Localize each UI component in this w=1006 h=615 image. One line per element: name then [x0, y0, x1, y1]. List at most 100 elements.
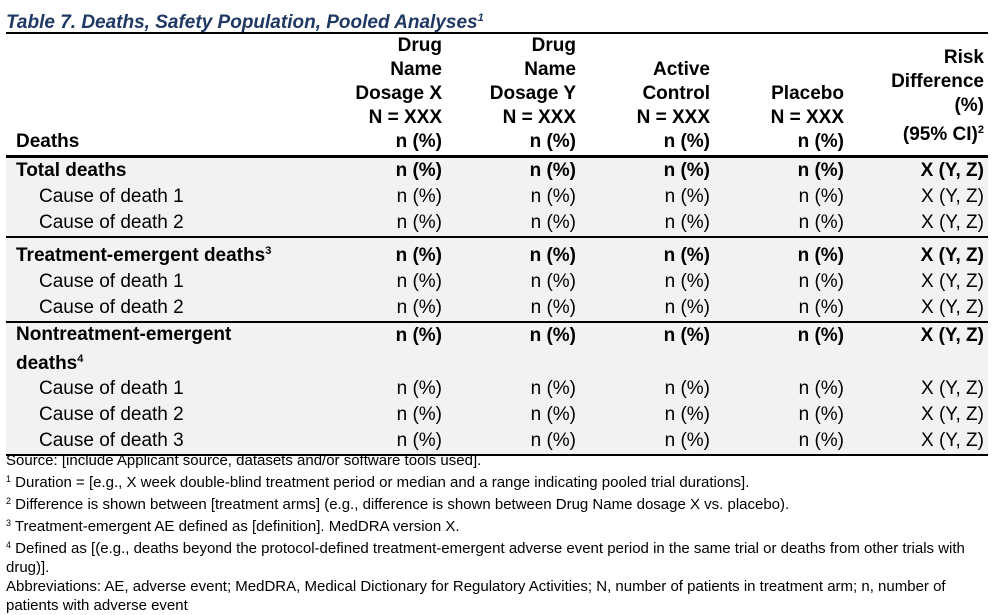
cell: n (%) [336, 321, 446, 376]
abbreviations-note: Abbreviations: AE, adverse event; MedDRA… [6, 578, 946, 614]
cell: n (%) [530, 186, 576, 207]
footnote-3: 3 Treatment-emergent AE defined as [defi… [6, 514, 996, 536]
cell: n (%) [714, 236, 848, 269]
deaths-table: Deaths Drug Name Dosage X N = XXX n (%) … [6, 32, 988, 456]
header-dosage-y: Drug Name Dosage Y N = XXX n (%) [446, 32, 580, 158]
footnote-1: 1 Duration = [e.g., X week double-blind … [6, 470, 996, 492]
header-line: Drug [531, 35, 576, 56]
row-label: Cause of death 3 [6, 428, 336, 456]
row-label: Cause of death 2 [39, 212, 184, 233]
group-treatment-emergent-deaths: Treatment-emergent deaths3 n (%) n (%) n… [6, 236, 988, 322]
header-line: Dosage X [355, 83, 442, 104]
cell: n (%) [395, 160, 442, 181]
cell: n (%) [798, 271, 844, 292]
cell: n (%) [336, 236, 446, 269]
row-label: Cause of death 2 [39, 297, 184, 318]
cell: n (%) [664, 186, 710, 207]
cell: n (%) [580, 236, 714, 269]
header-line: Difference [891, 71, 984, 92]
cell: X (Y, Z) [921, 212, 984, 233]
row-label: Treatment-emergent deaths3 [6, 236, 336, 269]
header-placebo: Placebo N = XXX n (%) [714, 32, 848, 158]
group-footnote-mark: 3 [265, 245, 272, 257]
group-label: Total deaths [16, 160, 127, 181]
cell: n (%) [663, 160, 710, 181]
table-row: Treatment-emergent deaths3 n (%) n (%) n… [6, 236, 988, 269]
table-row: Cause of death 2 n (%) n (%) n (%) n (%)… [6, 402, 988, 428]
cell: n (%) [580, 428, 714, 456]
header-line: n (%) [663, 131, 710, 152]
group-label-line: Nontreatment-emergent [16, 324, 232, 345]
cell: n (%) [798, 404, 844, 425]
header-line: Name [390, 59, 442, 80]
group-label-line: deaths [16, 353, 78, 374]
group-footnote-mark: 4 [77, 353, 84, 365]
row-label: Cause of death 1 [39, 378, 184, 399]
header-line: Active [652, 59, 710, 80]
cell: n (%) [529, 160, 576, 181]
cell: n (%) [798, 186, 844, 207]
footnote-4: 4 Defined as [(e.g., deaths beyond the p… [6, 536, 996, 577]
header-row: Deaths Drug Name Dosage X N = XXX n (%) … [6, 32, 988, 158]
cell: n (%) [396, 297, 442, 318]
row-label: Cause of death 2 [39, 404, 184, 425]
cell: n (%) [396, 404, 442, 425]
header-line: Drug [397, 35, 442, 56]
title-footnote-mark: 1 [477, 12, 484, 24]
header-dosage-x: Drug Name Dosage X N = XXX n (%) [336, 32, 446, 158]
cell: X (Y, Z) [848, 428, 988, 456]
row-label: Cause of death 1 [39, 271, 184, 292]
cell: n (%) [446, 321, 580, 376]
cell: n (%) [664, 404, 710, 425]
cell: n (%) [396, 186, 442, 207]
table-row: Cause of death 1 n (%) n (%) n (%) n (%)… [6, 269, 988, 295]
table-row: Cause of death 2 n (%) n (%) n (%) n (%)… [6, 210, 988, 237]
cell: n (%) [396, 212, 442, 233]
table-title-text: Table 7. Deaths, Safety Population, Pool… [6, 12, 478, 33]
cell: n (%) [798, 378, 844, 399]
risk-footnote-mark: 2 [977, 124, 984, 136]
footnote-mark: 4 [6, 540, 12, 550]
footnote-text: Duration = [e.g., X week double-blind tr… [11, 474, 750, 491]
cell: n (%) [446, 428, 580, 456]
header-line: Control [642, 83, 710, 104]
table-row: Total deaths n (%) n (%) n (%) n (%) X (… [6, 156, 988, 184]
footnote-text: Difference is shown between [treatment a… [11, 496, 790, 513]
row-label: Cause of death 1 [39, 186, 184, 207]
table-footnotes: Source: [include Applicant source, datas… [6, 451, 996, 615]
footnote-text: Defined as [(e.g., deaths beyond the pro… [6, 540, 965, 576]
cell: X (Y, Z) [921, 271, 984, 292]
table-row: Cause of death 1 n (%) n (%) n (%) n (%)… [6, 184, 988, 210]
cell: n (%) [396, 271, 442, 292]
cell: n (%) [530, 378, 576, 399]
footnote-mark: 3 [6, 518, 12, 528]
footnote-text: Treatment-emergent AE defined as [defini… [11, 518, 460, 535]
table-row: Nontreatment-emergent deaths4 n (%) n (%)… [6, 321, 988, 376]
table-row: Cause of death 1 n (%) n (%) n (%) n (%)… [6, 376, 988, 402]
cell: X (Y, Z) [848, 321, 988, 376]
header-line: Risk [943, 47, 984, 68]
group-label: Treatment-emergent deaths [16, 245, 266, 266]
cell: n (%) [714, 321, 848, 376]
header-line: N = XXX [502, 107, 576, 128]
cell: X (Y, Z) [921, 378, 984, 399]
row-label: Nontreatment-emergent deaths4 [6, 321, 336, 376]
header-line: n (%) [395, 131, 442, 152]
cell: n (%) [530, 271, 576, 292]
header-line: N = XXX [368, 107, 442, 128]
footnote-2: 2 Difference is shown between [treatment… [6, 492, 996, 514]
cell: n (%) [664, 271, 710, 292]
cell: X (Y, Z) [921, 186, 984, 207]
header-line: Placebo [771, 83, 844, 104]
cell: n (%) [530, 297, 576, 318]
header-deaths-label: Deaths [16, 131, 80, 152]
cell: n (%) [530, 404, 576, 425]
header-deaths: Deaths [6, 32, 336, 158]
cell: X (Y, Z) [921, 297, 984, 318]
cell: n (%) [664, 297, 710, 318]
cell: n (%) [798, 212, 844, 233]
header-line: N = XXX [636, 107, 710, 128]
source-note: Source: [include Applicant source, datas… [6, 452, 482, 469]
footnote-mark: 2 [6, 496, 12, 506]
header-active-control: Active Control N = XXX n (%) [580, 32, 714, 158]
